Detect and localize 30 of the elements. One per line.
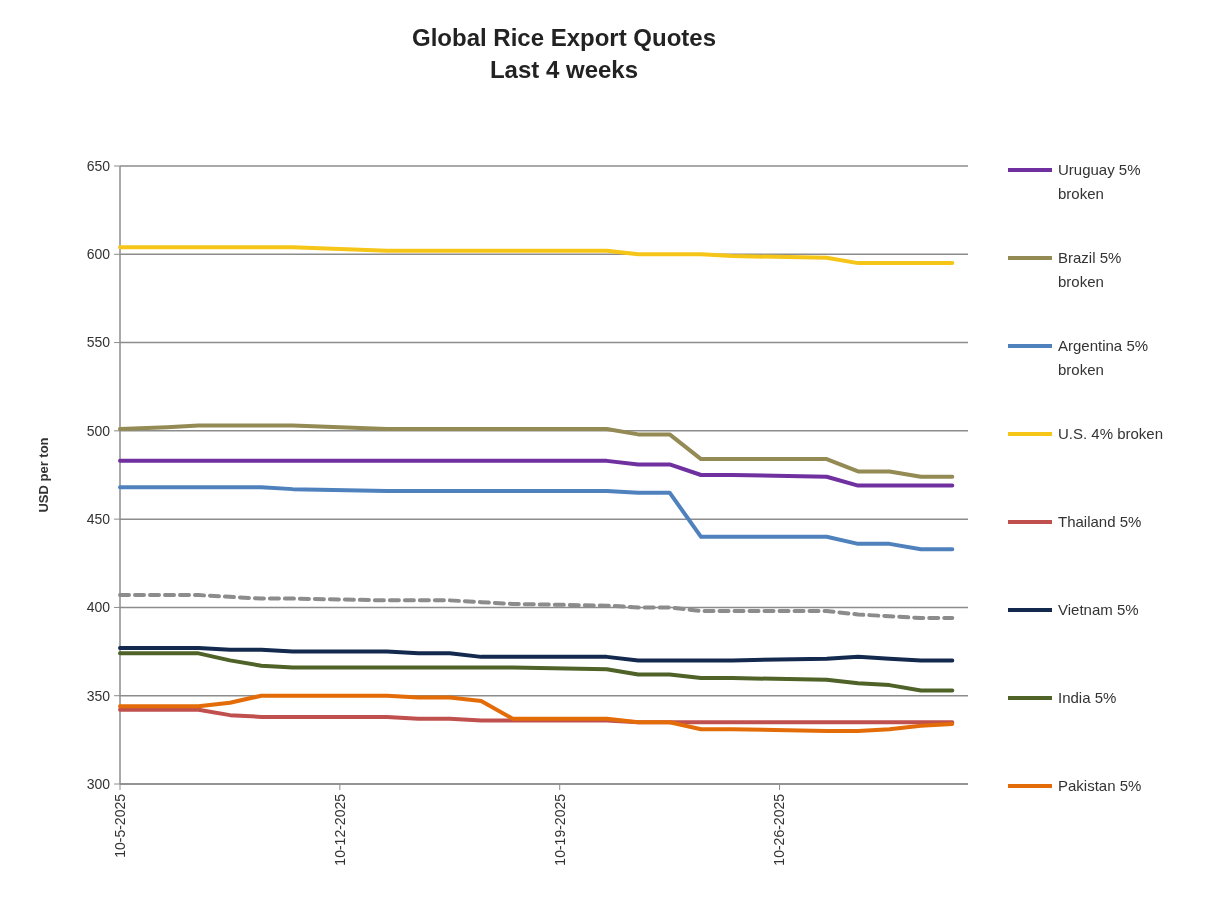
- legend-label: U.S. 4% broken: [1058, 425, 1164, 443]
- legend-label: Thailand 5%: [1058, 513, 1142, 531]
- line-series: [118, 423, 955, 479]
- x-tick-label: 10-5-2025: [111, 793, 128, 858]
- y-tick-label: 450: [86, 511, 111, 528]
- line-series: [118, 646, 955, 663]
- line-series: [118, 651, 955, 693]
- legend-label: Argentina 5% broken: [1058, 337, 1149, 379]
- y-tick-label: 300: [86, 775, 111, 792]
- x-tick-label: 10-26-2025: [771, 793, 788, 866]
- line-series: [118, 458, 955, 488]
- legend-label: Pakistan 5%: [1058, 777, 1142, 795]
- y-tick-label: 350: [86, 687, 111, 704]
- x-tick-label: 10-19-2025: [551, 793, 568, 866]
- y-tick-label: 550: [86, 334, 111, 351]
- y-tick-label: 650: [86, 157, 111, 174]
- legend-label: Vietnam 5%: [1058, 601, 1139, 619]
- chart-title: Global Rice Export Quotes: [411, 24, 717, 51]
- line-series: [118, 693, 955, 734]
- line-series: [118, 485, 955, 552]
- chart-subtitle: Last 4 weeks: [489, 56, 639, 83]
- legend-label: India 5%: [1058, 689, 1117, 707]
- y-tick-label: 500: [86, 422, 111, 439]
- line-series: [118, 245, 955, 266]
- x-tick-label: 10-12-2025: [331, 793, 348, 866]
- legend-label: Uruguay 5% broken: [1058, 161, 1141, 203]
- y-axis-title: USD per ton: [36, 437, 51, 513]
- legend-label: Brazil 5% broken: [1058, 249, 1122, 291]
- y-tick-label: 400: [86, 599, 111, 616]
- y-tick-label: 600: [86, 246, 111, 263]
